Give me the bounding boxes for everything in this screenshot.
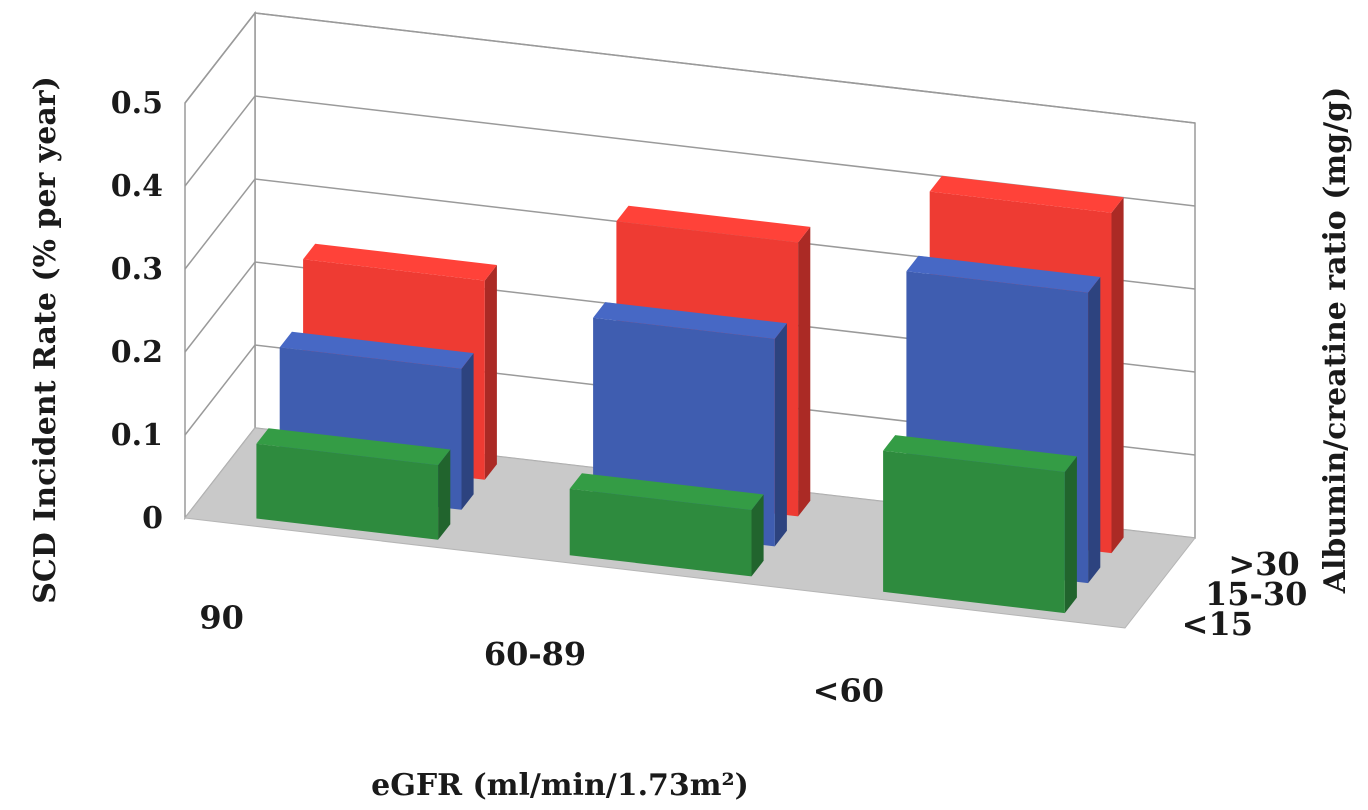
bar-side: [798, 226, 811, 517]
y-tick-label: 0.5: [111, 86, 163, 121]
gridline: [184, 344, 1196, 456]
bar-top: [303, 243, 497, 281]
bar-side: [1111, 197, 1124, 554]
y-tick-label: 0.2: [111, 335, 163, 370]
bar: [883, 435, 1077, 614]
chart-bars: [256, 175, 1124, 614]
bar-top: [906, 255, 1101, 293]
bar-top: [929, 175, 1124, 213]
gridline: [184, 178, 1196, 290]
z-axis-title: Albumin/creatine ratio (mg/g): [1318, 87, 1353, 595]
chart-labels: SCD Incident Rate (% per year) Albumin/c…: [28, 76, 1353, 803]
bar-side: [484, 265, 497, 480]
bar-front: [569, 488, 752, 577]
x-axis-title: eGFR (ml/min/1.73m²): [371, 768, 749, 803]
bar-side: [461, 353, 474, 510]
bar-top: [883, 435, 1077, 472]
bar: [569, 473, 764, 577]
bar-side: [1064, 456, 1077, 614]
bar-top: [569, 473, 764, 510]
depth-category-label: >30: [1228, 545, 1299, 583]
x-category-label: 90: [199, 598, 244, 636]
bar-side: [751, 494, 764, 577]
bar: [256, 428, 451, 540]
x-category-label: <60: [813, 672, 884, 710]
gridline: [184, 261, 1196, 373]
y-axis-title: SCD Incident Rate (% per year): [28, 76, 63, 604]
depth-category-label: 15-30: [1205, 575, 1307, 613]
y-tick-label: 0.1: [111, 418, 163, 453]
bar-top: [279, 331, 474, 369]
bar-top: [256, 428, 451, 466]
bar-top: [593, 302, 787, 339]
bar-front: [883, 450, 1065, 614]
bar-side: [438, 449, 451, 540]
bar-side: [1088, 277, 1101, 584]
bar-front: [256, 443, 439, 540]
x-category-label: 60-89: [484, 635, 586, 673]
y-tick-label: 0.4: [111, 169, 163, 204]
bar-side: [774, 323, 787, 547]
gridline: [184, 95, 1196, 207]
y-tick-label: 0: [142, 501, 163, 536]
y-tick-label: 0.3: [111, 252, 163, 287]
gridline: [184, 12, 1196, 124]
bar-top: [616, 205, 811, 243]
depth-category-label: <15: [1182, 605, 1253, 643]
